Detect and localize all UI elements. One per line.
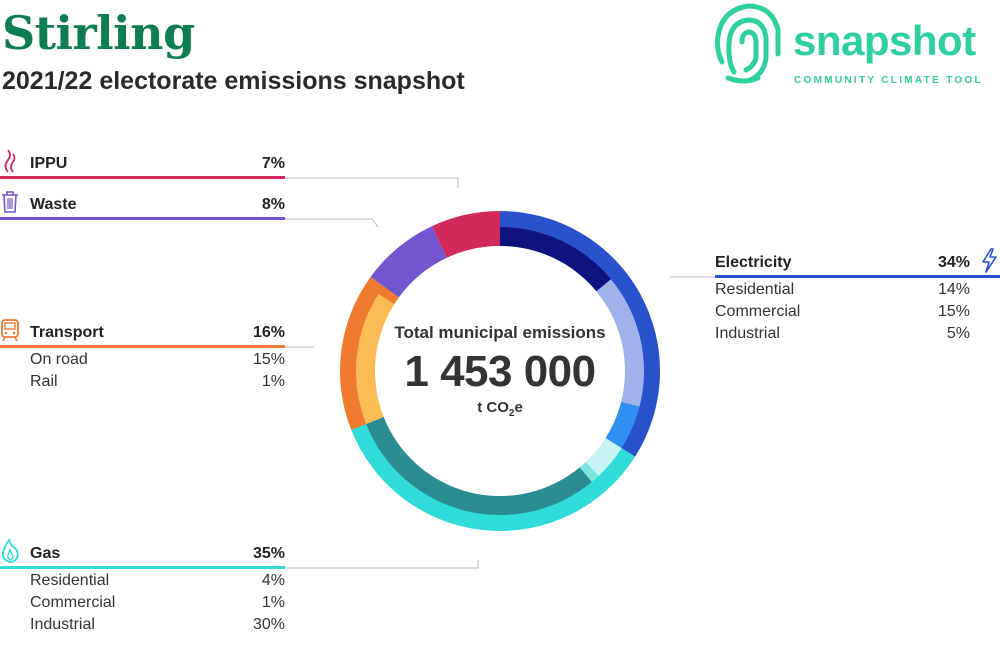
donut-hole bbox=[375, 246, 625, 496]
subcategory-row: Residential 4% bbox=[30, 572, 285, 589]
sub-slice-gas-industrial bbox=[366, 417, 592, 515]
total-unit: t CO2e bbox=[477, 399, 523, 419]
category-percent: 8% bbox=[261, 196, 285, 213]
category-gas: Gas 35% Residential 4% Commercial 1% Ind… bbox=[0, 538, 285, 635]
category-ippu: IPPU 7% bbox=[0, 149, 285, 179]
train-icon bbox=[1, 319, 19, 342]
total-label: Total municipal emissions bbox=[394, 323, 606, 342]
leader-line-ippu bbox=[285, 177, 459, 188]
category-label: Electricity bbox=[715, 254, 792, 271]
sub-slice-transport-on-road bbox=[356, 293, 395, 425]
slice-ippu bbox=[431, 211, 500, 258]
logo-tagline: COMMUNITY CLIMATE TOOL bbox=[794, 75, 983, 86]
inner-ring bbox=[356, 227, 644, 515]
trash-icon bbox=[2, 191, 18, 213]
category-label: Transport bbox=[30, 324, 104, 341]
leader-line-waste bbox=[285, 218, 379, 228]
leader-line-gas bbox=[285, 560, 479, 569]
category-label: Waste bbox=[30, 196, 77, 213]
sub-slice-transport-rail bbox=[378, 286, 399, 305]
sub-slice-electricity-commercial bbox=[596, 279, 644, 407]
sub-slice-electricity-industrial bbox=[605, 402, 640, 449]
subcategory-row: Residential 14% bbox=[715, 281, 970, 298]
category-percent: 16% bbox=[252, 324, 285, 341]
category-transport: Transport 16% On road 15% Rail 1% bbox=[0, 319, 285, 392]
logo-wordmark: snapshot bbox=[793, 17, 976, 64]
smoke-icon bbox=[4, 149, 16, 173]
page-title: Stirling bbox=[2, 6, 195, 60]
lightning-icon bbox=[982, 248, 997, 273]
subcategory-row: Industrial 5% bbox=[715, 325, 970, 342]
total-value: 1 453 000 bbox=[404, 347, 596, 396]
flame-icon bbox=[1, 538, 19, 563]
sub-slice-gas-residential bbox=[585, 437, 622, 476]
slice-gas bbox=[351, 417, 636, 531]
category-percent: 7% bbox=[261, 155, 285, 172]
slice-electricity bbox=[500, 211, 660, 457]
category-label: IPPU bbox=[30, 155, 68, 172]
total-summary: Total municipal emissions 1 453 000 t CO… bbox=[350, 320, 650, 424]
subcategory-row: Industrial 30% bbox=[30, 616, 285, 633]
fingerprint-icon bbox=[715, 3, 781, 84]
subcategory-row: On road 15% bbox=[30, 351, 285, 368]
page-subtitle: 2021/22 electorate emissions snapshot bbox=[2, 67, 465, 95]
snapshot-logo: snapshot COMMUNITY CLIMATE TOOL bbox=[714, 0, 1000, 90]
sub-slice-gas-commercial bbox=[579, 462, 599, 482]
category-percent: 35% bbox=[252, 545, 285, 562]
category-label: Gas bbox=[30, 545, 61, 562]
subcategory-row: Commercial 15% bbox=[715, 303, 970, 320]
slice-waste bbox=[370, 226, 447, 298]
sub-slice-electricity-residential bbox=[500, 227, 611, 292]
category-electricity: Electricity 34% Residential 14% Commerci… bbox=[715, 248, 1000, 344]
category-waste: Waste 8% bbox=[0, 191, 285, 220]
subcategory-row: Commercial 1% bbox=[30, 594, 285, 611]
category-percent: 34% bbox=[937, 254, 970, 271]
subcategory-row: Rail 1% bbox=[30, 373, 285, 390]
